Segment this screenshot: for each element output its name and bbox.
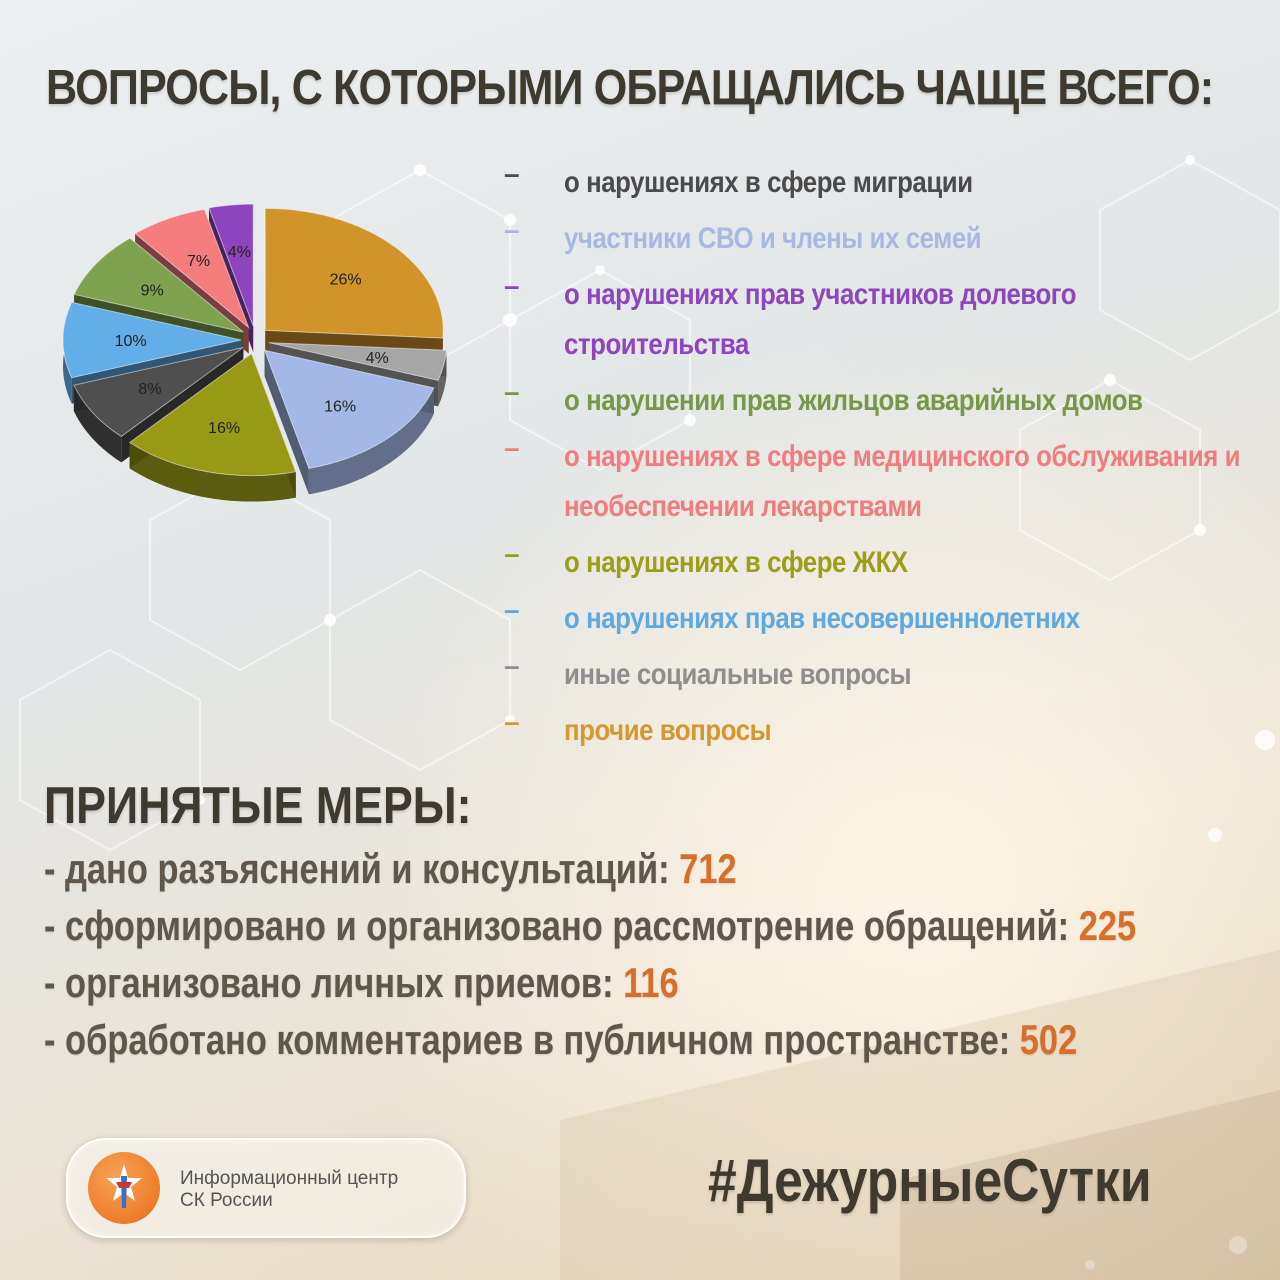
- pie-slice: [134, 208, 250, 330]
- logo-text: Информационный центр СК России: [180, 1168, 398, 1212]
- legend-label: участники СВО и члены их семей: [564, 222, 982, 255]
- pie-slice: [73, 237, 244, 333]
- pie-slice: [263, 349, 435, 469]
- measure-label: - дано разъяснений и консультаций:: [44, 845, 680, 892]
- pie-data-label: 8%: [138, 381, 161, 398]
- chart-legend: – о нарушениях в сфере миграции – участники…: [500, 158, 1260, 762]
- pie-data-label: 26%: [330, 272, 362, 289]
- pie-slice: [128, 352, 297, 477]
- legend-item: – иные социальные вопросы: [500, 650, 1260, 700]
- measure-label: - организовано личных приемов:: [44, 959, 624, 1006]
- legend-item: – о нарушениях прав участников долевого с…: [500, 270, 1260, 370]
- legend-dash: –: [504, 376, 520, 407]
- legend-dash: –: [504, 270, 520, 301]
- measure-label: - сформировано и организовано рассмотрен…: [44, 902, 1079, 949]
- sk-emblem-icon: [88, 1152, 160, 1224]
- legend-dash: –: [504, 214, 520, 245]
- page-title: ВОПРОСЫ, С КОТОРЫМИ ОБРАЩАЛИСЬ ЧАЩЕ ВСЕГ…: [46, 61, 1214, 115]
- legend-label: о нарушениях прав участников долевого ст…: [564, 278, 1077, 361]
- legend-label: о нарушении прав жильцов аварийных домов: [564, 384, 1143, 417]
- measure-item: - обработано комментариев в публичном пр…: [44, 1011, 1077, 1068]
- legend-item: – участники СВО и члены их семей: [500, 214, 1260, 264]
- pie-chart: 26% 4% 16% 16% 8% 10% 9% 7% 4%: [50, 190, 470, 550]
- legend-dash: –: [504, 650, 520, 681]
- pie-data-label: 16%: [324, 398, 356, 415]
- hashtag: #ДежурныеСутки: [708, 1147, 1152, 1214]
- legend-item: – о нарушении прав жильцов аварийных домо…: [500, 376, 1260, 426]
- pie-data-label: 4%: [228, 244, 251, 261]
- pie-chart-svg: 26% 4% 16% 16% 8% 10% 9% 7% 4%: [62, 203, 447, 502]
- measure-item: - дано разъяснений и консультаций: 712: [44, 840, 1061, 897]
- pie-slice-side: [129, 442, 296, 502]
- measures-list: - дано разъяснений и консультаций: 712- …: [44, 840, 1280, 1068]
- measure-value: 712: [679, 845, 737, 892]
- measure-value: 502: [1019, 1016, 1078, 1063]
- pie-slice: [268, 342, 447, 381]
- measure-label: - обработано комментариев в публичном пр…: [44, 1016, 1020, 1063]
- legend-dash: –: [504, 706, 520, 737]
- legend-label: о нарушениях в сфере медицинского обслуж…: [564, 440, 1241, 523]
- pie-data-label: 7%: [187, 253, 210, 270]
- logo-line-1: Информационный центр: [180, 1168, 399, 1189]
- legend-dash: –: [504, 432, 520, 463]
- measure-value: 116: [623, 959, 679, 1006]
- legend-item: – о нарушениях в сфере медицинского обслу…: [500, 432, 1260, 532]
- pie-slice: [73, 347, 244, 438]
- measure-value: 225: [1078, 902, 1137, 949]
- logo-line-2: СК России: [180, 1190, 273, 1211]
- measure-item: - сформировано и организовано рассмотрен…: [44, 897, 1136, 954]
- measure-item: - организовано личных приемов: 116: [44, 954, 1061, 1011]
- pie-slice: [62, 301, 242, 379]
- legend-label: о нарушениях в сфере ЖКХ: [564, 546, 908, 579]
- legend-dash: –: [504, 538, 520, 569]
- pie-data-label: 4%: [366, 350, 389, 367]
- legend-label: о нарушениях прав несовершеннолетних: [564, 602, 1080, 635]
- legend-dash: –: [504, 594, 520, 625]
- pie-slice-side: [308, 387, 434, 495]
- legend-item: – о нарушениях в сфере ЖКХ: [500, 538, 1260, 588]
- pie-slice-wall: [264, 350, 309, 495]
- pie-slice: [208, 203, 254, 327]
- pie-slice: [264, 207, 444, 339]
- measures-title: ПРИНЯТЫЕ МЕРЫ:: [44, 777, 472, 835]
- legend-item: – о нарушениях прав несовершеннолетних: [500, 594, 1260, 644]
- pie-data-label: 9%: [141, 283, 164, 300]
- legend-label: о нарушениях в сфере миграции: [564, 166, 973, 199]
- pie-data-label: 10%: [115, 333, 147, 350]
- legend-label: иные социальные вопросы: [564, 658, 912, 691]
- pie-data-label: 16%: [208, 420, 240, 437]
- legend-item: – прочие вопросы: [500, 706, 1260, 756]
- logo-badge: Информационный центр СК России: [66, 1138, 466, 1238]
- legend-dash: –: [504, 158, 520, 189]
- legend-label: прочие вопросы: [564, 714, 772, 747]
- legend-item: – о нарушениях в сфере миграции: [500, 158, 1260, 208]
